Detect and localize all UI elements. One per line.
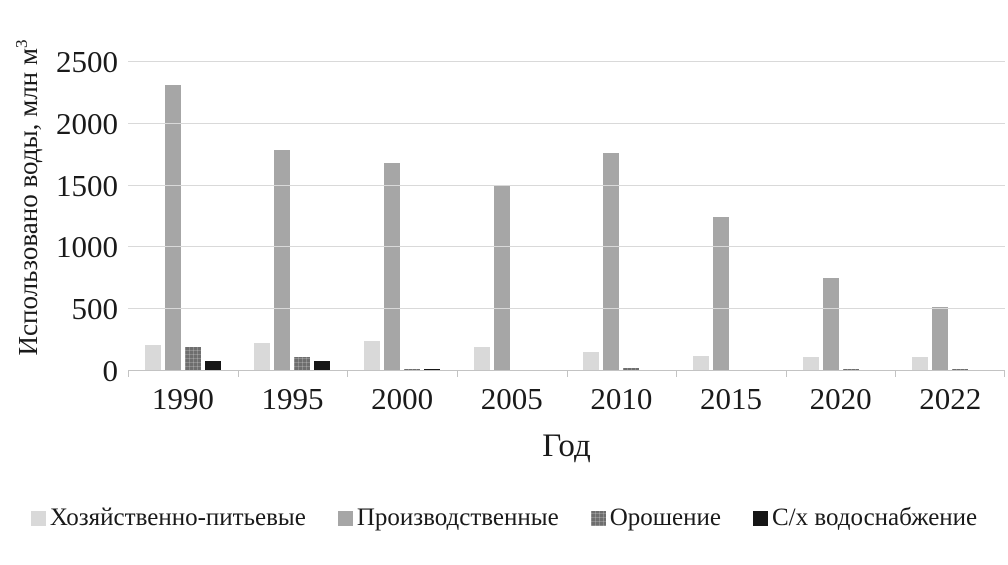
bar-group-1990 — [128, 62, 238, 371]
bar — [364, 340, 381, 371]
bar — [493, 185, 510, 371]
bar — [603, 152, 620, 371]
y-tick-label: 0 — [102, 353, 119, 388]
bar — [583, 351, 600, 371]
gridline — [128, 61, 1005, 62]
y-axis-tick-labels: 0 500 1000 1500 2000 2500 — [0, 46, 119, 386]
y-tick-label: 2500 — [56, 44, 118, 79]
x-axis-tick — [676, 371, 678, 377]
legend-label: Производственные — [356, 504, 559, 531]
bar-group-2010 — [567, 62, 677, 371]
gridline — [128, 308, 1005, 310]
bar — [842, 368, 859, 371]
gridline — [128, 184, 1005, 186]
legend-item: Орошение — [590, 503, 721, 533]
legend-item: Производственные — [337, 503, 559, 533]
legend-swatch-icon — [590, 510, 606, 526]
bar — [473, 346, 490, 371]
bar — [404, 368, 421, 371]
x-tick-label: 2015 — [699, 381, 762, 416]
bar — [692, 356, 709, 371]
bar-group-2005 — [457, 62, 567, 371]
y-tick-label: 500 — [71, 291, 119, 327]
bar-group-2015 — [676, 62, 786, 371]
x-axis-tick — [1004, 371, 1005, 377]
x-axis-tick — [128, 371, 129, 377]
legend-item: С/х водоснабжение — [752, 503, 978, 533]
y-tick-label: 2000 — [56, 105, 118, 141]
y-tick-label: 1500 — [56, 167, 118, 203]
x-tick-label: 1990 — [151, 381, 214, 416]
bar-group-2020 — [786, 62, 896, 371]
bar — [314, 360, 331, 371]
plot-area — [128, 61, 1005, 377]
bar-group-2000 — [347, 62, 457, 371]
bar — [712, 216, 729, 371]
gridline — [128, 246, 1005, 248]
bar — [164, 84, 181, 371]
x-axis-tick — [566, 371, 568, 377]
x-axis-tick-labels: 1990 1995 2000 2005 2010 2015 2020 2022 — [128, 382, 1005, 416]
bar — [274, 149, 291, 371]
legend-swatch-icon — [30, 510, 46, 526]
bar — [822, 278, 839, 371]
bar-group-1995 — [238, 62, 348, 371]
x-axis-title: Год — [542, 428, 591, 464]
bar — [144, 345, 161, 371]
bar-groups — [128, 62, 1005, 371]
x-tick-label: 2022 — [919, 381, 982, 416]
bar — [912, 356, 929, 371]
x-tick-label: 2000 — [371, 381, 434, 416]
y-axis-title-superscript: 3 — [12, 39, 31, 49]
x-axis-tick — [785, 371, 787, 377]
legend: Хозяйственно-питьевые Производственные Оро… — [0, 503, 1008, 533]
bar — [623, 367, 640, 371]
bar-group-2022 — [895, 62, 1005, 371]
y-tick-label: 1000 — [56, 229, 118, 265]
legend-label: Хозяйственно-питьевые — [49, 504, 306, 531]
x-axis-tick — [347, 371, 349, 377]
x-axis-line — [128, 370, 1005, 371]
gridline — [128, 122, 1005, 124]
x-tick-label: 1995 — [261, 381, 324, 416]
x-tick-label: 2010 — [590, 381, 653, 416]
bar — [184, 346, 201, 371]
x-axis-tick — [237, 371, 239, 377]
x-tick-label: 2005 — [480, 381, 543, 416]
legend-label: С/х водоснабжение — [771, 504, 978, 531]
bar — [384, 163, 401, 371]
bar — [802, 356, 819, 371]
legend-item: Хозяйственно-питьевые — [30, 503, 306, 533]
x-axis-tick — [895, 371, 897, 377]
bar — [932, 306, 949, 371]
bar — [204, 360, 221, 371]
bar — [254, 343, 271, 371]
bar — [294, 357, 311, 371]
x-axis-tick — [456, 371, 458, 377]
x-tick-label: 2020 — [809, 381, 872, 416]
legend-label: Орошение — [609, 504, 721, 531]
legend-swatch-icon — [337, 510, 353, 526]
legend-swatch-icon — [752, 510, 768, 526]
